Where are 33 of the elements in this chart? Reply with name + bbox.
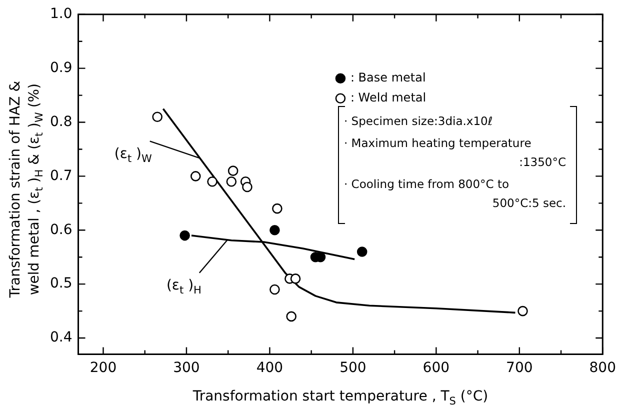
legend-label: : Weld metal (350, 90, 426, 105)
y-tick-label: 0.4 (50, 330, 72, 346)
point (270, 224, 280, 236)
point (180, 230, 190, 241)
x-tick-label: 500 (340, 360, 366, 376)
point (226, 176, 237, 187)
point (190, 171, 201, 182)
y-tick-label: 0.8 (50, 114, 72, 130)
point (286, 311, 296, 322)
annotation: · Maximum heating temperature :1350°C (344, 135, 566, 171)
point (242, 182, 252, 192)
x-tick-label: 600 (422, 360, 450, 376)
point (207, 176, 218, 187)
legend-label: : Base metal (350, 70, 426, 85)
x-tick-label: 400 (256, 360, 284, 376)
y-tick-label: 0.6 (50, 222, 72, 238)
annotation: · Cooling time from 800°C to 500°C:5 sec. (344, 176, 566, 212)
annotation: · Specimen size:3dia.x10ℓ (344, 113, 494, 130)
x-tick-label: 300 (173, 360, 200, 376)
point (152, 112, 162, 122)
y-tick-label: 1.0 (50, 6, 72, 22)
y-tick-label: 0.5 (50, 276, 72, 292)
x-tick-label: 200 (90, 360, 117, 376)
point (356, 246, 368, 257)
point (290, 274, 301, 284)
x-tick-label: 700 (506, 360, 533, 376)
point (272, 203, 282, 214)
y-tick-label: 0.7 (50, 168, 72, 184)
point (518, 306, 528, 316)
x-tick-label: 800 (589, 360, 616, 376)
point (228, 166, 238, 176)
point (270, 284, 280, 295)
y-tick-label: 0.9 (50, 60, 72, 76)
